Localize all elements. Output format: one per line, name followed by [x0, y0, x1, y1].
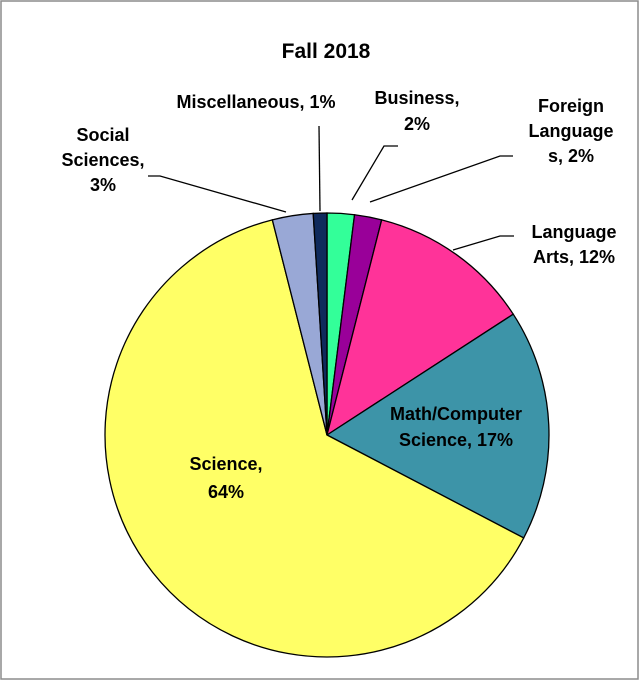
data-label-language-arts: Language Arts, 12% — [531, 222, 616, 267]
data-label-social-sciences: Social Sciences, 3% — [61, 125, 144, 195]
leader-line-miscellaneous — [318, 125, 321, 212]
leader-lines — [148, 125, 514, 251]
leader-line-social-sciences — [148, 175, 287, 213]
chart-title: Fall 2018 — [282, 40, 371, 63]
pie-slice-science — [104, 219, 525, 658]
data-label-science: Science, 64% — [189, 454, 262, 502]
pie-slice-language-arts — [325, 219, 515, 437]
data-label-foreign-languages: Foreign Language s, 2% — [528, 96, 613, 166]
pie-slices — [104, 212, 550, 658]
data-label-miscellaneous: Miscellaneous, 1% — [176, 92, 335, 112]
pie-slice-miscellaneous — [312, 212, 328, 436]
pie-slice-math-computer-science — [325, 313, 550, 539]
data-label-business: Business, 2% — [374, 88, 459, 134]
data-labels: Business, 2% Foreign Language s, 2% Language A… — [61, 88, 616, 502]
data-label-math-computer-science: Math/Computer Science, 17% — [390, 404, 522, 450]
leader-line-language-arts — [452, 235, 514, 251]
leader-line-foreign-languages — [369, 155, 513, 203]
leader-line-business — [351, 145, 398, 201]
